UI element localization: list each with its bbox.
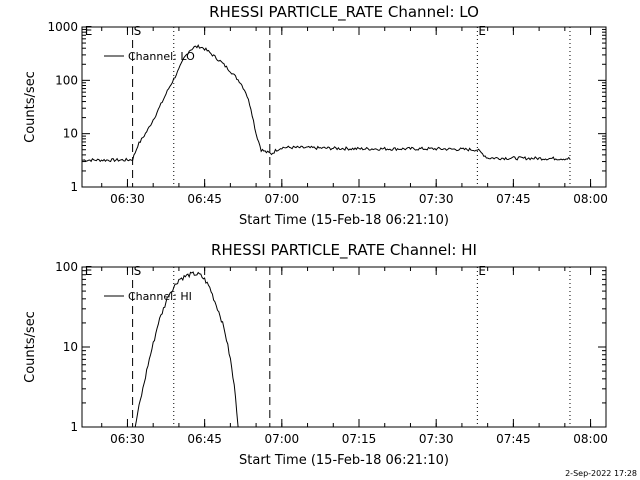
y-tick-label: 100 xyxy=(55,260,78,274)
chart-panel-lo: RHESSI PARTICLE_RATE Channel: LO 06:30 06:… xyxy=(23,3,608,228)
x-tick-label: 07:00 xyxy=(265,192,300,206)
x-axis-label: Start Time (15-Feb-18 06:21:10) xyxy=(239,453,449,468)
timestamp: 2-Sep-2022 17:28 xyxy=(565,469,637,478)
event-marker-label: E xyxy=(478,264,486,278)
event-marker-label: S xyxy=(134,264,142,278)
x-tick-label: 08:00 xyxy=(573,192,608,206)
data-series-line xyxy=(82,44,571,163)
chart-title: RHESSI PARTICLE_RATE Channel: HI xyxy=(211,241,477,260)
x-tick-label: 07:45 xyxy=(496,192,531,206)
y-tick-label: 10 xyxy=(63,127,78,141)
x-tick-label: 07:00 xyxy=(265,432,300,446)
plot-frame xyxy=(81,26,607,188)
x-tick-label: 07:30 xyxy=(419,432,454,446)
x-tick-label: 07:15 xyxy=(342,432,377,446)
y-tick-label: 100 xyxy=(55,73,78,87)
x-tick-label: 06:45 xyxy=(187,432,222,446)
data-series-line xyxy=(134,271,239,428)
event-marker-label: S xyxy=(134,24,142,38)
x-tick-label: 06:30 xyxy=(110,192,145,206)
y-tick-label: 1 xyxy=(70,420,78,434)
y-tick-label: 1000 xyxy=(47,20,78,34)
chart-title: RHESSI PARTICLE_RATE Channel: LO xyxy=(209,3,479,22)
x-tick-label: 07:30 xyxy=(419,192,454,206)
legend-label: Channel: HI xyxy=(128,290,192,303)
y-axis-label: Counts/sec xyxy=(23,71,38,143)
x-tick-label: 06:30 xyxy=(110,432,145,446)
event-marker-label: E xyxy=(85,24,93,38)
x-tick-label: 08:00 xyxy=(573,432,608,446)
y-tick-label: 10 xyxy=(63,340,78,354)
y-axis-label: Counts/sec xyxy=(23,311,38,383)
chart-panel-hi: RHESSI PARTICLE_RATE Channel: HI 06:30 06:… xyxy=(23,241,608,468)
x-tick-label: 07:15 xyxy=(342,192,377,206)
event-marker-label: E xyxy=(478,24,486,38)
y-tick-label: 1 xyxy=(70,180,78,194)
x-tick-label: 07:45 xyxy=(496,432,531,446)
x-axis-label: Start Time (15-Feb-18 06:21:10) xyxy=(239,213,449,228)
event-marker-label: E xyxy=(85,264,93,278)
x-tick-label: 06:45 xyxy=(187,192,222,206)
legend-label: Channel: LO xyxy=(128,50,195,63)
